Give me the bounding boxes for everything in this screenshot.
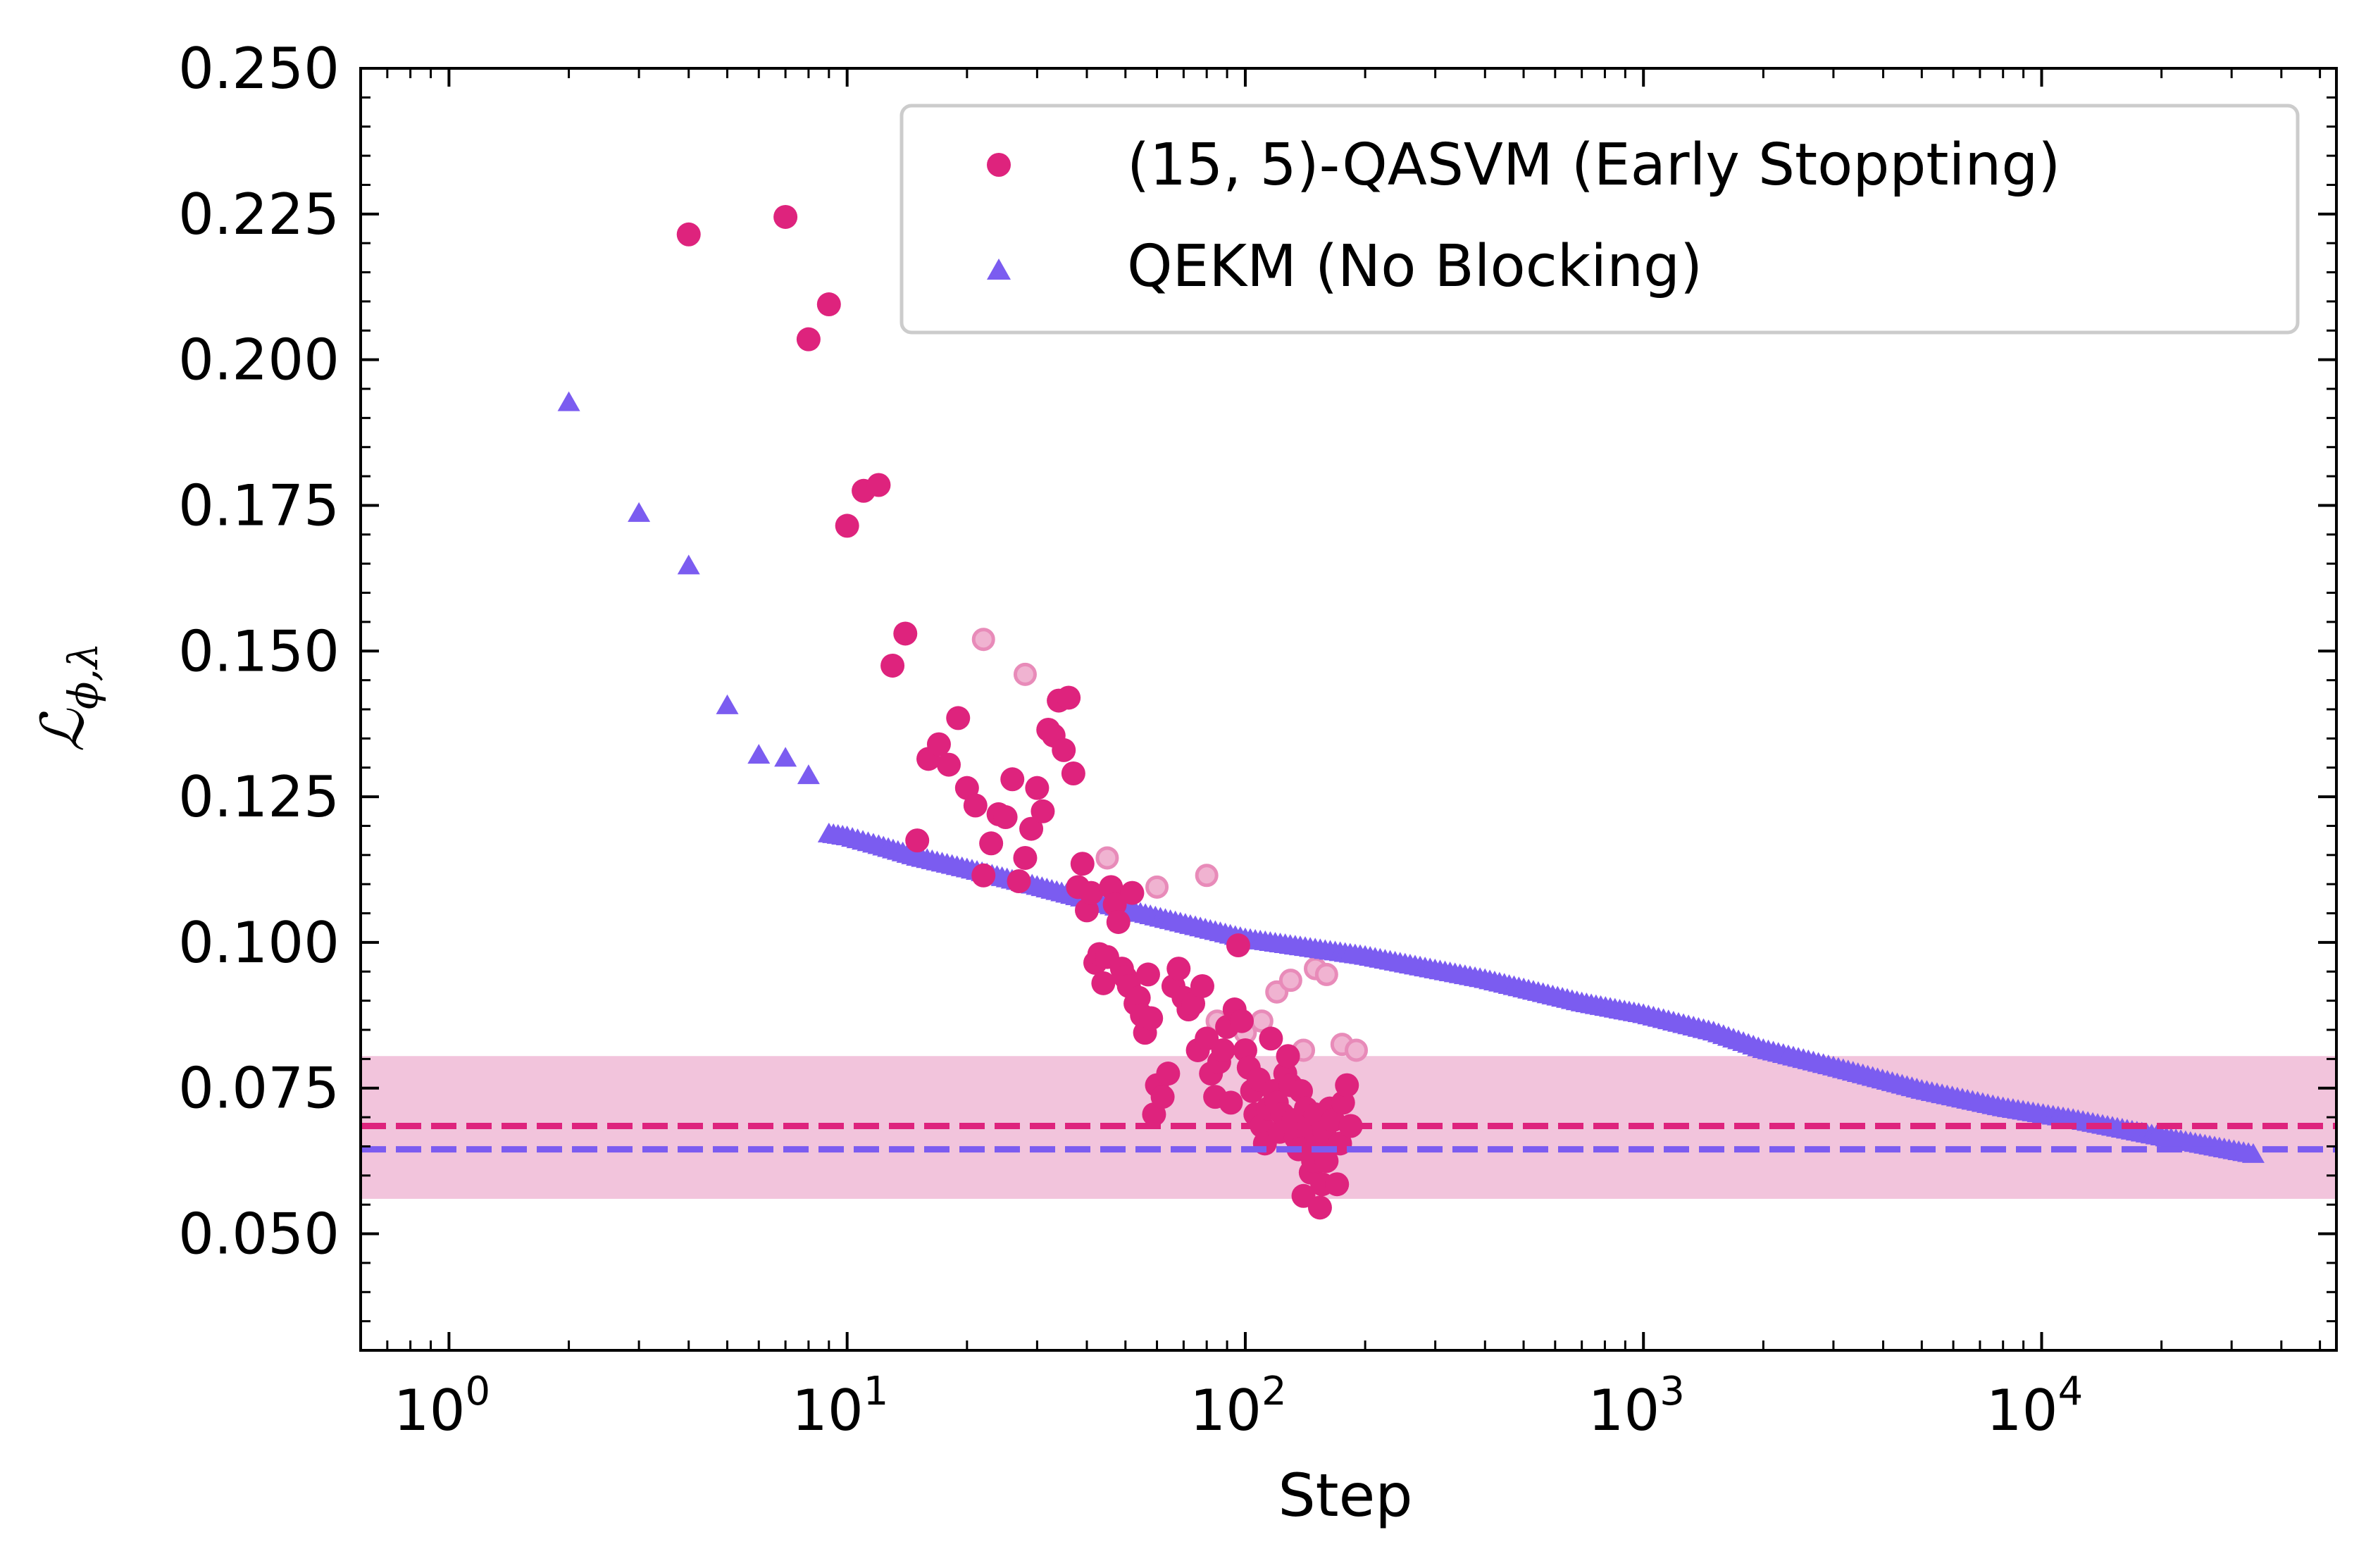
qasvm-point-68 — [1211, 1038, 1235, 1062]
qasvm-point-0 — [676, 222, 701, 247]
plot-area — [361, 204, 2336, 1220]
qasvm-point-33 — [1070, 852, 1095, 876]
qekm-point-4 — [747, 744, 771, 764]
qasvm-point-31 — [1061, 761, 1085, 785]
qasvm-point-38 — [1091, 971, 1116, 995]
qasvm-point-19 — [993, 805, 1018, 830]
qasvm-point-42 — [1106, 909, 1131, 934]
qasvm-point-12 — [936, 752, 961, 777]
x-tick-label-3: 103 — [1588, 1369, 1685, 1443]
qasvm-point-9 — [905, 828, 930, 853]
qasvm-point-6 — [866, 473, 891, 497]
y-tick-label-5: 0.175 — [178, 473, 340, 538]
qasvm-point-23 — [1019, 816, 1044, 841]
qasvm-point-110 — [1335, 1073, 1359, 1097]
qasvm-point-17 — [979, 831, 1004, 856]
qasvm-point-25 — [1031, 799, 1055, 823]
qasvm-point-13 — [946, 706, 971, 730]
qasvm-point-2 — [796, 327, 821, 351]
qekm-point-1 — [628, 502, 651, 522]
faded-point-1 — [1013, 662, 1037, 686]
qasvm-point-107 — [1325, 1172, 1350, 1197]
qekm-point-2 — [677, 554, 700, 575]
qasvm-point-3 — [816, 292, 841, 317]
qasvm-point-63 — [1190, 973, 1214, 998]
faded-point-12 — [1314, 962, 1338, 986]
y-tick-label-8: 0.250 — [178, 36, 340, 101]
qekm-point-5 — [774, 747, 797, 767]
y-tick-label-0: 0.050 — [178, 1202, 340, 1267]
qasvm-point-20 — [1000, 767, 1025, 792]
qasvm-point-73 — [1229, 1009, 1254, 1033]
qasvm-point-70 — [1219, 1090, 1243, 1115]
qasvm-point-46 — [1120, 881, 1145, 905]
legend-marker-qasvm — [987, 153, 1011, 177]
y-tick-label-4: 0.150 — [178, 618, 340, 684]
faded-point-14 — [1345, 1038, 1369, 1062]
x-tick-label-1: 101 — [792, 1369, 888, 1443]
qasvm-point-82 — [1259, 1026, 1283, 1051]
qasvm-point-51 — [1135, 962, 1160, 987]
legend: (15, 5)-QASVM (Early Stoppting) QEKM (No… — [899, 104, 2300, 335]
y-tick-label-3: 0.125 — [178, 764, 340, 830]
qasvm-point-101 — [1307, 1195, 1332, 1220]
y-tick-label-7: 0.225 — [178, 182, 340, 247]
faded-point-3 — [1145, 875, 1169, 899]
y-axis-title: ℒϕ,λ — [28, 642, 107, 752]
qasvm-point-4 — [835, 514, 859, 538]
x-tick-label-4: 104 — [1986, 1369, 2083, 1443]
qasvm-point-104 — [1314, 1149, 1339, 1174]
qasvm-point-56 — [1156, 1062, 1181, 1086]
faded-point-0 — [971, 628, 995, 652]
legend-marker-qekm — [987, 259, 1011, 280]
legend-box — [899, 104, 2300, 335]
qekm-point-6 — [797, 764, 820, 785]
faded-point-9 — [1278, 969, 1302, 993]
qasvm-point-30 — [1057, 685, 1081, 710]
faded-point-4 — [1195, 864, 1219, 888]
x-tick-label-2: 102 — [1190, 1369, 1286, 1443]
y-tick-label-2: 0.100 — [178, 910, 340, 976]
qasvm-point-35 — [1079, 881, 1104, 905]
y-tick-label-6: 0.200 — [178, 328, 340, 393]
qasvm-point-52 — [1139, 1006, 1164, 1031]
qasvm-point-55 — [1150, 1085, 1175, 1109]
qasvm-point-72 — [1226, 933, 1250, 958]
faded-point-2 — [1095, 846, 1119, 870]
qekm-point-0 — [557, 391, 580, 411]
x-tick-label-0: 100 — [394, 1369, 490, 1443]
qasvm-point-58 — [1166, 957, 1191, 981]
qasvm-point-7 — [880, 653, 905, 678]
y-tick-label-1: 0.075 — [178, 1056, 340, 1121]
legend-label-qasvm: (15, 5)-QASVM (Early Stoppting) — [1127, 132, 2060, 199]
qasvm-point-16 — [971, 863, 996, 888]
qasvm-point-88 — [1276, 1044, 1300, 1069]
qasvm-point-11 — [926, 732, 951, 757]
qasvm-point-21 — [1007, 869, 1031, 894]
qasvm-point-8 — [893, 621, 918, 646]
x-axis-title: Step — [1278, 1461, 1412, 1530]
legend-label-qekm: QEKM (No Blocking) — [1127, 233, 1702, 300]
qasvm-point-29 — [1052, 738, 1076, 762]
qasvm-point-1 — [773, 204, 798, 229]
qasvm-point-24 — [1025, 776, 1050, 800]
qekm-point-3 — [716, 694, 739, 714]
qasvm-point-22 — [1013, 845, 1038, 870]
axes: 0.050 0.075 0.100 0.125 0.150 0.175 0.200 0.225… — [178, 36, 2338, 1443]
qasvm-point-15 — [963, 793, 988, 818]
